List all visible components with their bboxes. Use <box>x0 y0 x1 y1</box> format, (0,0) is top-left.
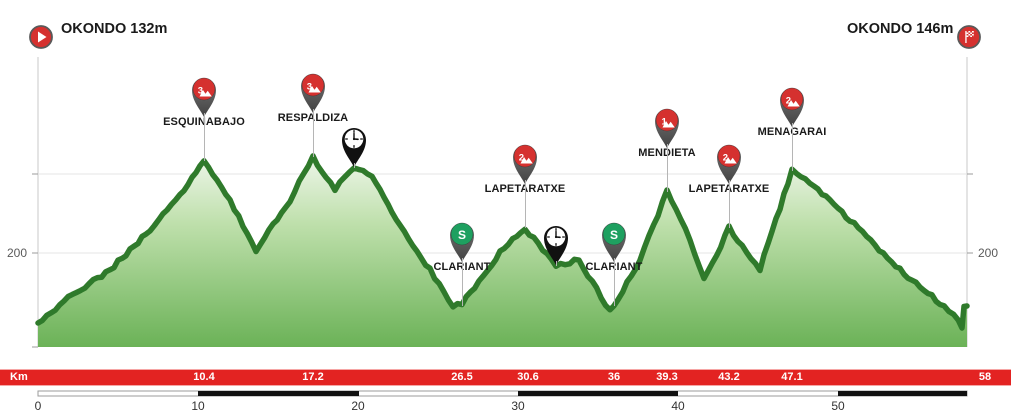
svg-text:S: S <box>610 228 618 242</box>
svg-text:30: 30 <box>511 399 525 413</box>
svg-text:S: S <box>458 228 466 242</box>
svg-text:50: 50 <box>831 399 845 413</box>
svg-text:40: 40 <box>671 399 685 413</box>
svg-text:10: 10 <box>191 399 205 413</box>
svg-text:0: 0 <box>35 399 42 413</box>
svg-text:20: 20 <box>351 399 365 413</box>
